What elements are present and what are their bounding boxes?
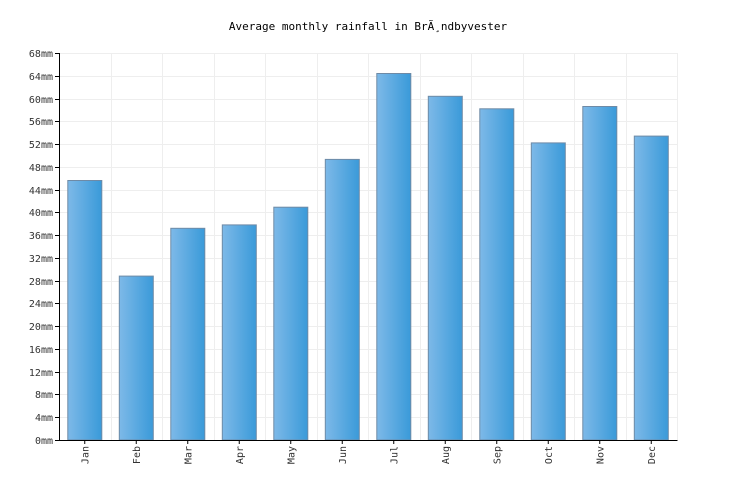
x-tick-label: Nov <box>595 446 606 464</box>
bars <box>67 73 669 441</box>
y-tick-label: 60mm <box>29 95 53 106</box>
bar-aug <box>427 95 463 441</box>
x-tick-label: May <box>286 446 297 464</box>
bar-mar <box>170 227 206 441</box>
x-tick-label: Mar <box>183 446 194 464</box>
y-tick-label: 64mm <box>29 72 53 83</box>
y-tick-label: 40mm <box>29 208 53 219</box>
y-tick-label: 32mm <box>29 254 53 265</box>
bar-may <box>273 206 309 441</box>
bar-jan <box>67 180 103 441</box>
y-tick-label: 68mm <box>29 49 53 60</box>
bar-sep <box>479 108 515 441</box>
y-tick-label: 28mm <box>29 277 53 288</box>
chart-title: Average monthly rainfall in BrÃ¸ndbyvest… <box>229 20 508 33</box>
y-tick-label: 52mm <box>29 140 53 151</box>
y-tick-labels: 0mm 4mm 8mm 12mm 16mm 20mm 24mm 28mm 32mm 36mm 40m… <box>29 49 53 447</box>
bar-feb <box>118 275 154 441</box>
y-tick-label: 16mm <box>29 345 53 356</box>
x-tick-labels: Jan Feb Mar Apr May Jun Jul Aug Sep Oct Nov Dec <box>80 446 658 464</box>
bar-dec <box>633 135 669 441</box>
y-tick-label: 4mm <box>35 413 53 424</box>
x-tick-label: Dec <box>647 446 658 464</box>
x-tick-label: Jan <box>80 446 91 464</box>
x-tick-label: Sep <box>492 446 503 464</box>
y-tick-label: 48mm <box>29 163 53 174</box>
axes <box>55 53 678 444</box>
x-tick-label: Oct <box>544 446 555 464</box>
x-tick-label: Jun <box>338 446 349 464</box>
x-tick-label: Aug <box>441 446 452 464</box>
y-tick-label: 24mm <box>29 299 53 310</box>
x-tick-label: Jul <box>389 446 400 464</box>
bar-jun <box>324 158 360 441</box>
y-tick-label: 20mm <box>29 322 53 333</box>
y-tick-label: 12mm <box>29 368 53 379</box>
y-tick-label: 56mm <box>29 117 53 128</box>
bar-nov <box>582 106 618 441</box>
x-tick-label: Apr <box>235 446 246 464</box>
y-tick-label: 44mm <box>29 186 53 197</box>
y-tick-label: 36mm <box>29 231 53 242</box>
x-tick-label: Feb <box>132 446 143 464</box>
y-tick-label: 0mm <box>35 436 53 447</box>
bar-apr <box>221 224 257 441</box>
bar-jul <box>376 73 412 441</box>
y-tick-label: 8mm <box>35 390 53 401</box>
bar-oct <box>530 142 566 441</box>
